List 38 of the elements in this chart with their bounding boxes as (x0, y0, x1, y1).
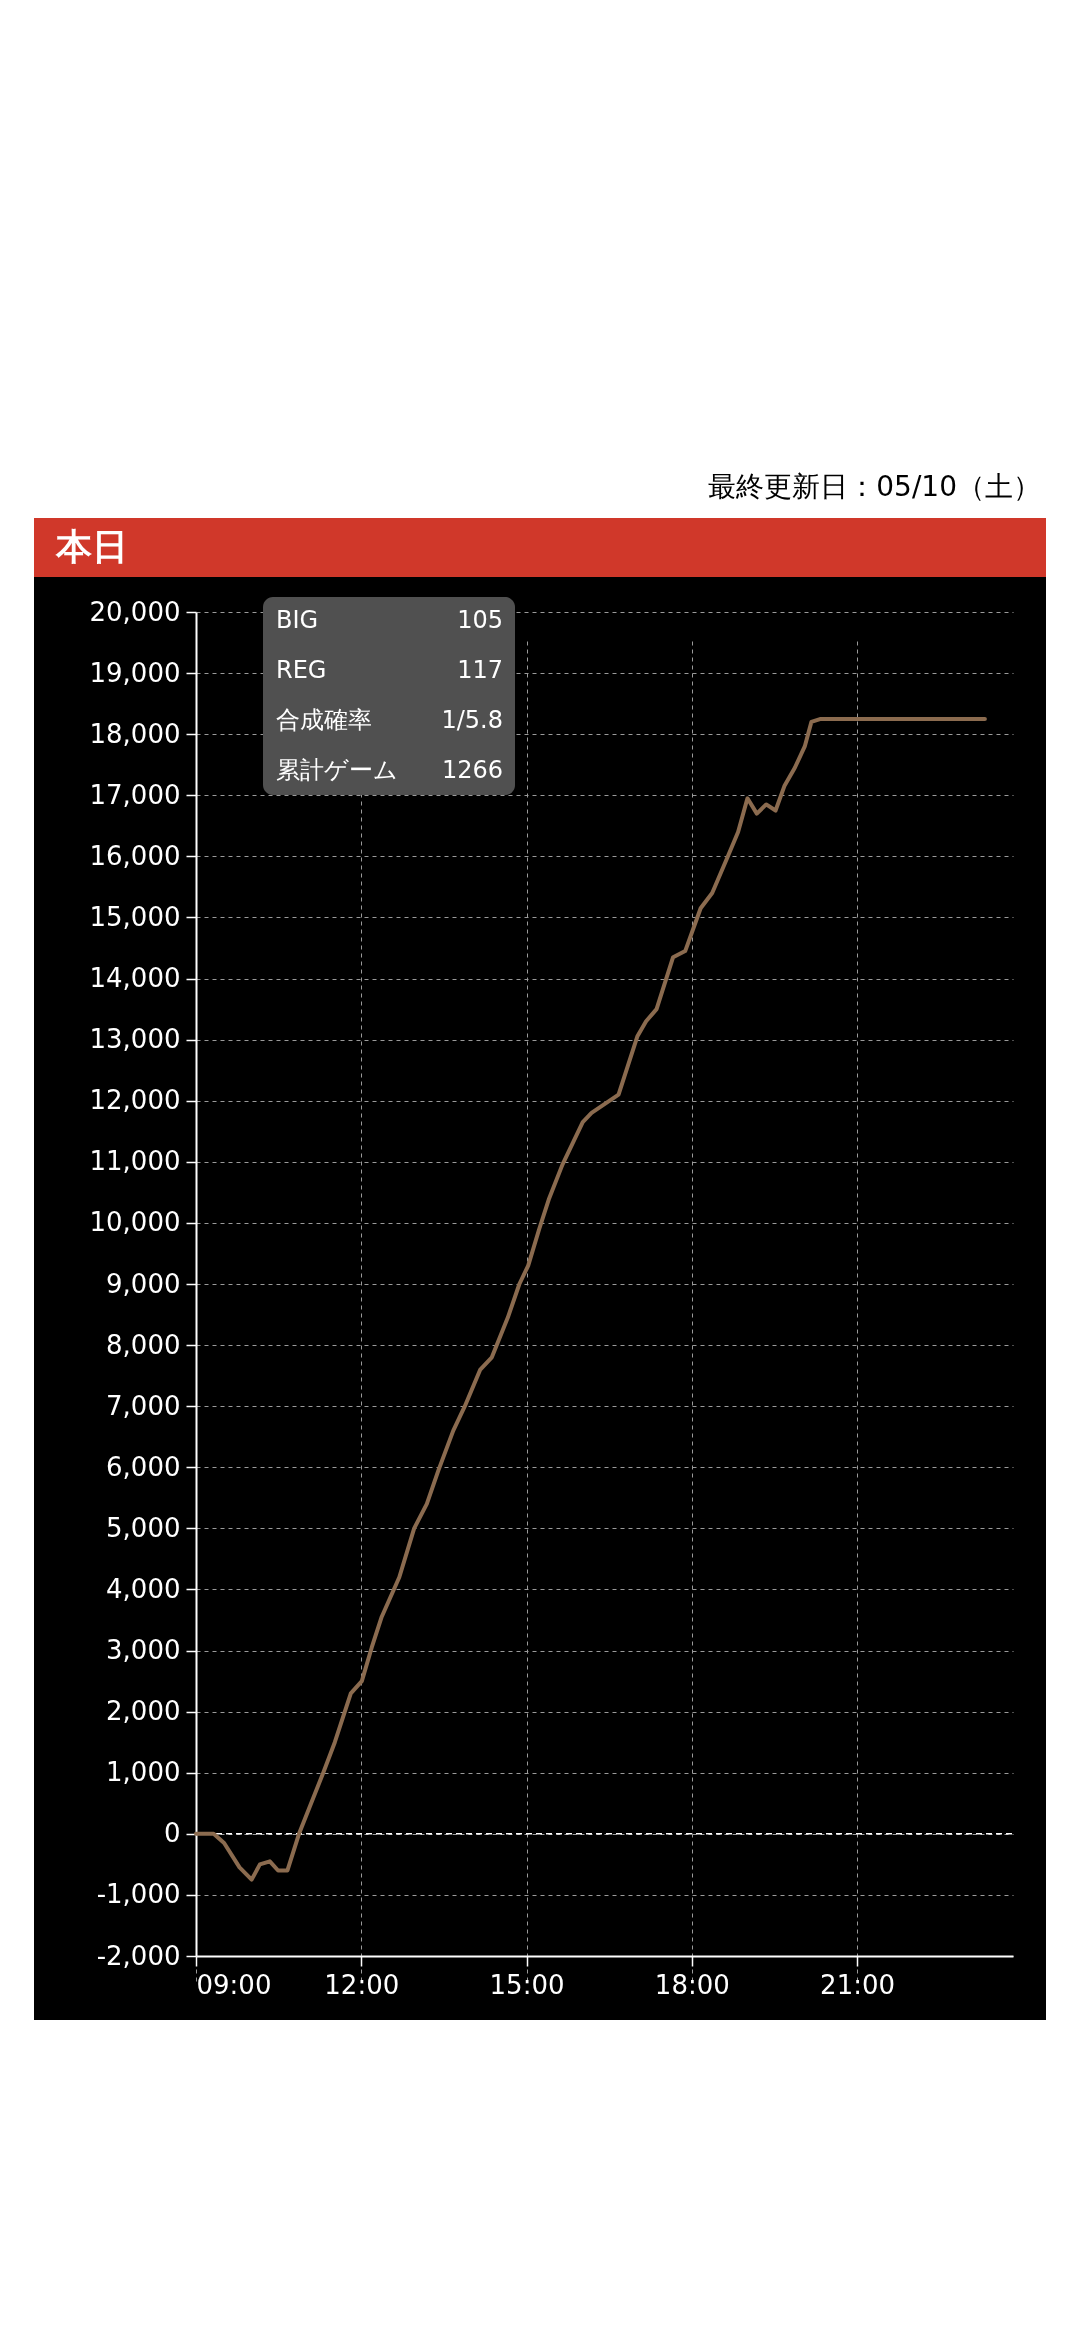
y-tick-label: 0 (163, 1818, 181, 1849)
chart-subtitle: 最終更新日：05/10（土） (708, 470, 1041, 503)
y-tick-label: 1,000 (106, 1757, 181, 1788)
x-tick-label: 21:00 (820, 1969, 896, 2000)
annotation: 1266 (441, 756, 503, 784)
y-tick-label: 5,000 (106, 1512, 181, 1543)
y-tick-label: 13,000 (89, 1024, 181, 1055)
y-tick-label: 7,000 (106, 1390, 181, 1421)
y-tick-label: 6,000 (106, 1451, 181, 1482)
y-tick-label: 11,000 (89, 1146, 181, 1177)
annotation: 累計ゲーム (276, 756, 398, 784)
y-tick-label: -1,000 (96, 1879, 181, 1910)
x-tick-label: 18:00 (654, 1969, 730, 2000)
y-tick-label: 10,000 (89, 1207, 181, 1238)
x-tick-label: 09:00 (196, 1969, 272, 2000)
annotation: 117 (457, 656, 503, 684)
y-tick-label: 8,000 (106, 1329, 181, 1360)
annotation: 合成確率 (276, 706, 372, 734)
y-tick-label: 2,000 (106, 1696, 181, 1727)
annotation: 1/5.8 (441, 706, 503, 734)
y-tick-label: 15,000 (89, 901, 181, 932)
x-tick-label: 12:00 (324, 1969, 400, 2000)
y-tick-label: 9,000 (106, 1268, 181, 1299)
chart-title: 本日 (55, 525, 128, 567)
annotation: BIG (276, 606, 319, 634)
y-tick-label: -2,000 (96, 1940, 181, 1971)
y-tick-label: 4,000 (106, 1573, 181, 1604)
y-tick-label: 18,000 (89, 718, 181, 749)
annotation: 105 (457, 606, 503, 634)
y-tick-label: 16,000 (89, 840, 181, 871)
y-tick-label: 19,000 (89, 657, 181, 688)
x-tick-label: 15:00 (489, 1969, 565, 2000)
y-tick-label: 17,000 (89, 779, 181, 810)
y-tick-label: 14,000 (89, 963, 181, 994)
y-tick-label: 20,000 (89, 596, 181, 627)
annotation: REG (276, 656, 327, 684)
y-tick-label: 12,000 (89, 1085, 181, 1116)
y-tick-label: 3,000 (106, 1635, 181, 1666)
